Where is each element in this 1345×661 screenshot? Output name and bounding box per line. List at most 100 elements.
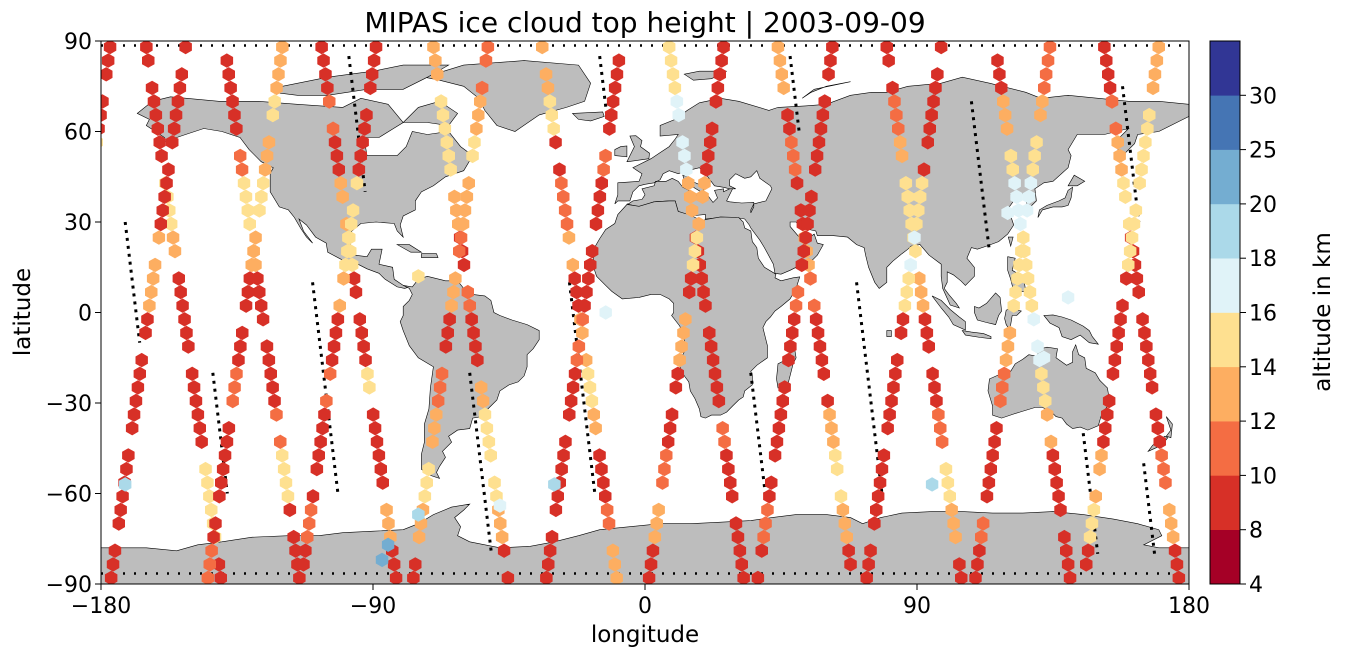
x-tick-label: −180 [71,594,131,619]
cloud-hexagon [799,230,812,245]
cloud-hexagon [1105,94,1119,109]
cloud-hexagon [708,366,722,381]
cloud-hexagon [1009,284,1022,300]
cloud-hexagon [1153,434,1166,449]
cloud-hexagon [1144,366,1157,381]
cloud-hexagon [468,135,481,150]
cloud-hexagon [466,148,479,164]
land-polygon [1067,174,1086,187]
cloud-hexagon [1006,162,1019,177]
cloud-hexagon [326,121,340,136]
colorbar-tick-label: 20 [1249,193,1277,218]
land-polygon [802,81,851,99]
cloud-hexagon [836,502,850,518]
cloud-hexagon [731,529,745,545]
cloud-hexagon [1152,41,1165,55]
cloud-hexagon [890,107,903,123]
cloud-hexagon [301,529,314,545]
cloud-hexagon [582,271,595,286]
cloud-hexagon [1114,312,1127,327]
cloud-hexagon [914,284,928,300]
colorbar-tick-label: 12 [1249,410,1277,435]
cloud-hexagon [1137,148,1150,164]
cloud-hexagon [262,135,276,150]
cloud-hexagon [179,41,192,55]
y-axis: 90 60 30 0 −30 −60 −90 [46,30,101,598]
cloud-hexagon [904,257,917,273]
cloud-hexagon [440,135,453,150]
cloud-hexagon [1054,502,1067,518]
cloud-hexagon [688,244,702,259]
cloud-hexagon [454,230,468,245]
cloud-hexagon [1025,298,1039,313]
cloud-hexagon [785,135,798,150]
cloud-hexagon [145,284,158,300]
cloud-hexagon [908,230,921,245]
cloud-hexagon [472,107,485,123]
cloud-hexagon [148,257,162,273]
cloud-hexagon [439,339,453,354]
cloud-hexagon [826,41,839,55]
land-polygon [961,330,992,340]
y-tick-label: −90 [46,573,92,598]
colorbar-segment [1210,95,1240,150]
cloud-hexagon [171,94,185,109]
cloud-hexagon [909,244,922,259]
missing-track-line [1121,86,1141,223]
cloud-hexagon [493,498,507,513]
cloud-hexagon [791,284,805,300]
land-polygon [1037,186,1073,218]
cloud-hexagon [1093,461,1106,477]
cloud-hexagon [426,434,439,449]
cloud-hexagon [389,570,403,584]
cloud-hexagon [864,543,877,558]
cloud-hexagon [862,557,875,572]
cloud-hexagon [1102,393,1116,409]
cloud-hexagon [1109,121,1123,136]
cloud-hexagon [141,312,154,327]
cloud-hexagon [1142,352,1155,368]
cloud-hexagon [821,393,834,409]
cloud-hexagon [842,543,855,558]
cloud-hexagon [306,489,320,504]
cloud-hexagon [660,448,673,463]
cloud-hexagon [668,80,682,96]
cloud-hexagon [112,516,125,531]
cloud-hexagon [167,121,181,136]
cloud-hexagon [1140,339,1153,354]
cloud-hexagon [366,407,380,422]
cloud-hexagon [87,162,100,176]
cloud-hexagon [648,529,662,545]
cloud-hexagon [913,271,926,286]
cloud-hexagon [182,339,195,354]
cloud-hexagon [885,393,898,409]
cloud-hexagon [382,516,395,531]
cloud-hexagon [37,516,50,530]
cloud-hexagon [235,162,249,177]
colorbar-label: altitude in km [1310,232,1336,392]
cloud-hexagon [570,352,584,368]
x-axis: −180 −90 0 90 180 [71,584,1210,619]
cloud-hexagon [1151,421,1165,436]
cloud-hexagon [277,461,291,477]
land-polygon [136,96,474,289]
land-polygon [626,135,650,162]
cloud-hexagon [949,529,962,545]
cloud-hexagon [412,507,425,522]
land-polygon [571,111,605,122]
cloud-hexagon [932,407,945,422]
colorbar-segment [1210,203,1240,259]
cloud-hexagon [149,107,163,123]
cloud-hexagon [314,434,327,449]
cloud-hexagon [1103,80,1117,96]
cloud-hexagon [929,80,942,96]
x-tick-label: 180 [1168,594,1210,619]
cloud-hexagon [901,189,914,204]
cloud-hexagon [241,284,255,300]
cloud-hexagon [774,407,788,422]
cloud-hexagon [888,94,901,109]
cloud-hexagon [256,312,270,327]
cloud-hexagon [249,230,262,245]
cloud-hexagon [838,516,851,531]
cloud-hexagon [253,203,266,218]
